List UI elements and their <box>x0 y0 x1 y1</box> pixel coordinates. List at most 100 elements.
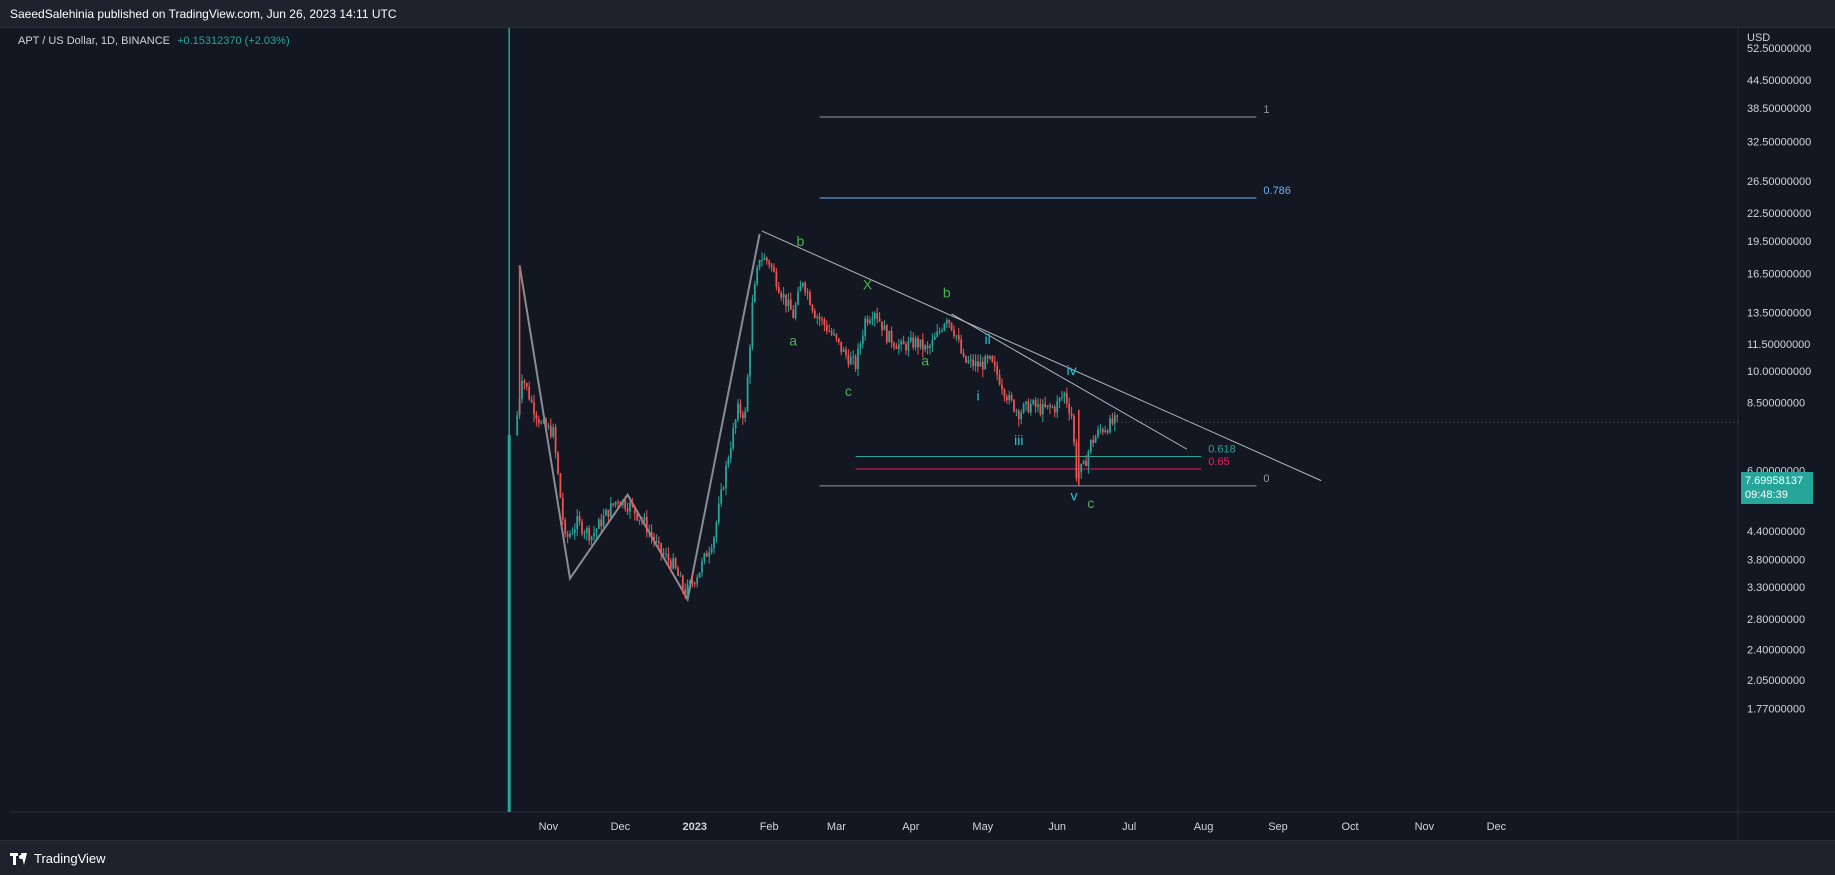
candle-body <box>1039 404 1042 415</box>
candle-body <box>705 553 708 557</box>
candle-body <box>540 422 543 424</box>
candle-body <box>746 376 749 412</box>
candle-body <box>1017 410 1020 420</box>
candle-body <box>1082 461 1085 464</box>
candle-body <box>919 339 922 348</box>
candle-body <box>605 509 607 516</box>
candle-body <box>657 541 660 544</box>
candle-body <box>566 534 569 537</box>
candle-body <box>533 401 535 415</box>
candle-body <box>595 528 598 533</box>
wave-label: a <box>921 352 929 368</box>
price-tick-label: 22.50000000 <box>1747 208 1811 220</box>
candle-body <box>710 547 713 553</box>
candle-body <box>542 419 545 423</box>
candle-body <box>1029 403 1032 413</box>
candle-body <box>909 337 912 342</box>
candle-body <box>809 292 811 305</box>
candle-body <box>1008 395 1011 401</box>
price-tick-label: 2.05000000 <box>1747 675 1805 687</box>
candle-body <box>1025 401 1027 405</box>
candle-body <box>780 292 783 298</box>
chart-area[interactable]: USD 52.50000000 44.50000000 38.50000000 32.5… <box>10 28 1835 840</box>
candle-body <box>847 355 850 365</box>
candle-body <box>1001 384 1003 390</box>
candle-body <box>753 284 756 303</box>
candle-body <box>1044 403 1047 407</box>
candle-body <box>744 411 747 419</box>
candle-body <box>530 399 533 402</box>
candle-body <box>813 310 816 318</box>
time-tick-label: Sep <box>1268 821 1288 833</box>
candle-body <box>554 427 557 453</box>
candle-body <box>537 418 540 424</box>
symbol-legend[interactable]: APT / US Dollar, 1D, BINANCE +0.15312370… <box>18 35 290 47</box>
candle-body <box>547 425 550 428</box>
candle-body <box>1101 429 1104 433</box>
time-tick-label: Apr <box>902 821 919 833</box>
price-tick-label: 26.50000000 <box>1747 176 1811 188</box>
candle-body <box>571 533 574 535</box>
candle-body <box>653 536 655 542</box>
tradingview-logo[interactable]: TradingView <box>10 851 106 866</box>
candle-body <box>998 375 1001 385</box>
candle-body <box>691 581 694 583</box>
candle-body <box>1073 415 1075 443</box>
brand-name: TradingView <box>34 851 106 866</box>
candle-body <box>897 344 900 349</box>
wave-label: a <box>789 333 797 349</box>
candle-body <box>789 299 792 310</box>
candle-body <box>1015 410 1018 412</box>
candle-body <box>804 282 807 293</box>
candle-body <box>1113 415 1116 424</box>
candle-body <box>758 259 761 268</box>
candle-body <box>600 519 603 527</box>
candle-body <box>962 352 965 357</box>
candle-body <box>1106 430 1109 433</box>
wave-label: c <box>1087 495 1094 511</box>
candle-body <box>806 292 809 294</box>
candle-body <box>621 499 624 506</box>
price-change: +0.15312370 (+2.03%) <box>177 35 290 47</box>
candle-body <box>845 349 847 356</box>
candle-body <box>948 320 951 323</box>
time-tick-label: Aug <box>1194 821 1214 833</box>
candle-body <box>597 519 600 529</box>
candle-body <box>842 349 845 352</box>
candle-body <box>593 532 595 537</box>
candle-body <box>667 553 670 561</box>
candle-body <box>945 320 948 325</box>
candle-body <box>655 541 658 543</box>
candle-body <box>669 560 672 569</box>
candle-body <box>1094 436 1097 443</box>
candle-body <box>864 318 867 336</box>
candle-body <box>866 318 869 323</box>
price-tick-label: 44.50000000 <box>1747 75 1811 87</box>
wave-label: X <box>863 276 873 292</box>
candle-body <box>768 261 771 265</box>
candle-body <box>914 338 917 348</box>
candle-body <box>1034 400 1037 407</box>
price-tick-label: 11.50000000 <box>1747 339 1810 351</box>
candle-body <box>629 502 631 512</box>
fib-level-label: 1 <box>1263 104 1269 116</box>
candle-body <box>1085 461 1087 467</box>
candle-body <box>902 341 905 345</box>
candle-body <box>926 345 929 348</box>
candle-body <box>614 501 617 505</box>
candle-body <box>701 561 703 573</box>
time-tick-label: Feb <box>760 821 779 833</box>
candle-body <box>929 346 931 348</box>
candle-body <box>641 519 643 521</box>
candle-body <box>756 267 759 285</box>
candle-body <box>825 325 828 332</box>
candle-body <box>931 339 934 347</box>
footer: TradingView <box>0 840 1835 875</box>
wave-label: iii <box>1014 432 1023 448</box>
candle-body <box>1010 395 1013 400</box>
candle-body <box>1056 401 1059 413</box>
candle-body <box>849 357 852 365</box>
fib-level-label: 0.786 <box>1263 185 1291 197</box>
candle-body <box>977 361 979 367</box>
